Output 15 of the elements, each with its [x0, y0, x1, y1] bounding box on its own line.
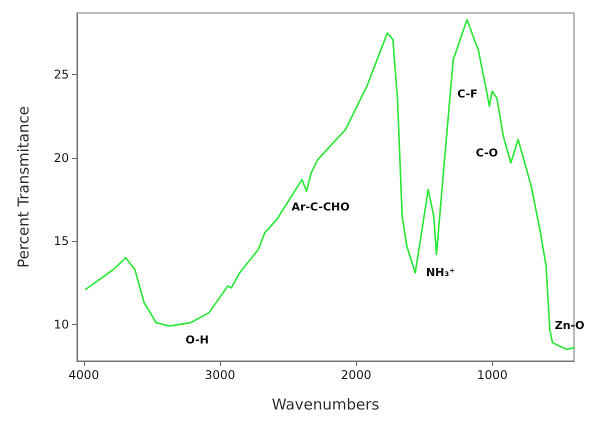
x-axis-title: Wavenumbers: [272, 396, 380, 414]
x-tick-label: 3000: [204, 368, 236, 382]
annotation: C-F: [457, 88, 478, 101]
y-tick-label: 10: [54, 317, 69, 332]
y-axis-title: Percent Transmitance: [14, 106, 32, 268]
x-tick-label: 4000: [68, 368, 100, 382]
annotation: Ar-C-CHO: [292, 200, 350, 214]
x-tick-label: 1000: [477, 368, 508, 382]
annotation: NH₃⁺: [426, 266, 456, 279]
annotation: C-O: [476, 146, 498, 160]
y-tick-label: 15: [54, 234, 69, 248]
annotation: O-H: [186, 334, 209, 347]
x-tick-label: 2000: [340, 368, 372, 382]
y-tick-label: 20: [54, 150, 69, 165]
y-tick-label: 25: [54, 68, 69, 82]
